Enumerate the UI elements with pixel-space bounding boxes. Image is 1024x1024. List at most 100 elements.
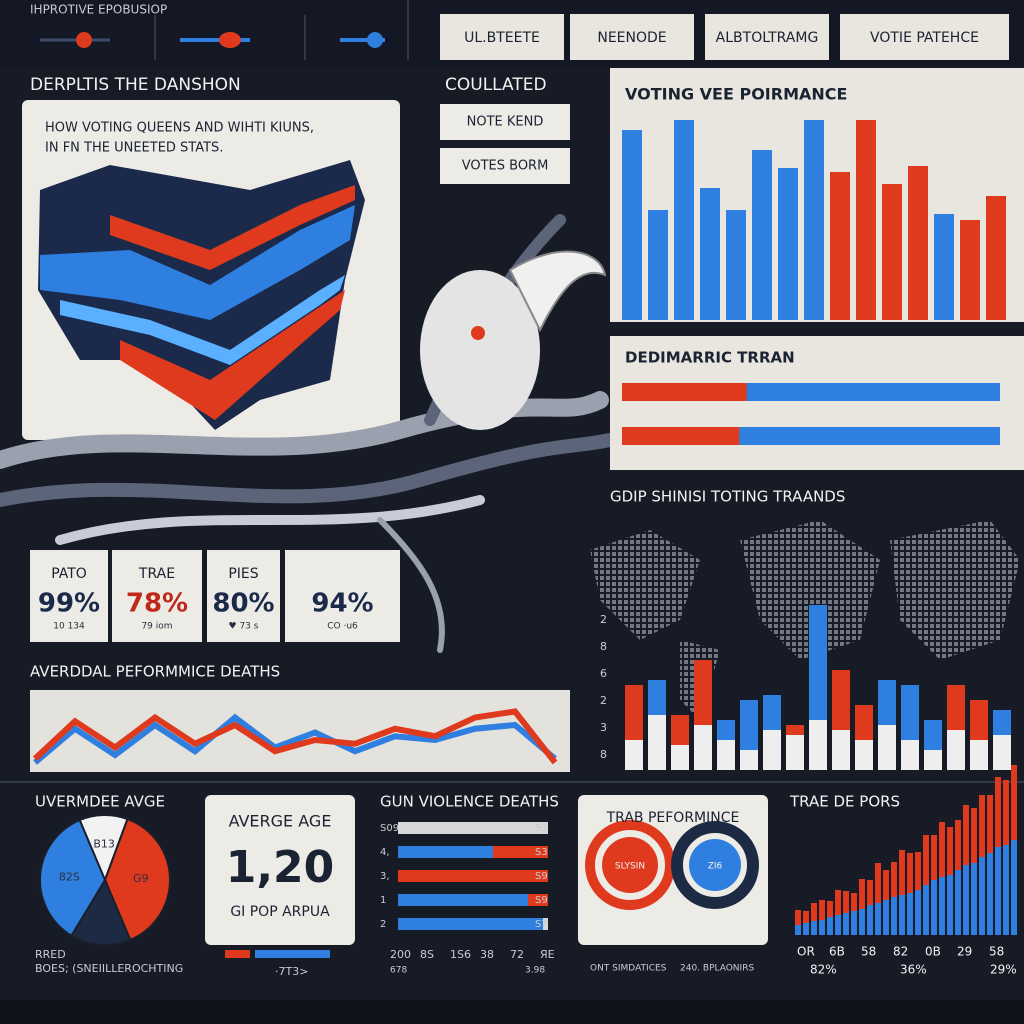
stat-note: CO ·u6 [327,622,358,632]
bar [908,166,928,320]
bar-segment [955,870,961,935]
x-tick-label: OR [797,945,815,959]
bar-segment [971,808,977,863]
bar-segment [795,910,801,925]
bar-segment [835,915,841,935]
bar-segment [809,720,827,770]
x-tick-label: 3.98 [525,966,545,976]
bar-segment [835,890,841,915]
bar-segment [832,730,850,770]
bar-segment [671,715,689,745]
legend-label: BOES; (SNEIILLEROCHTING [35,962,183,975]
card-title: TRAB PEFORMINCE [606,810,740,826]
x-tick-label: 58 [989,945,1004,959]
bar-segment [867,880,873,905]
stat-note: 10 134 [53,622,85,632]
note: ONT SIMDATICES [590,964,667,974]
bar [934,214,954,320]
bar-segment [694,725,712,770]
bar-segment [398,894,528,906]
x-tick-label: 82 [893,945,908,959]
stat-value: 80% [212,589,274,619]
bar-segment [648,715,666,770]
age-card [205,795,355,945]
bar-segment [883,870,889,900]
bar-segment [875,863,881,903]
stat-label: TRAE [138,566,175,582]
bar-segment [987,795,993,853]
bar-segment [891,862,897,897]
stat-value: 94% [311,589,373,619]
bar-segment [939,877,945,935]
bar-segment [907,893,913,935]
bar-segment [694,660,712,725]
row-label: 3, [380,871,390,882]
tab[interactable] [840,14,1009,60]
line [32,708,558,765]
stat-value: 78% [126,589,188,619]
bar-segment [995,777,1001,847]
bar [622,130,642,320]
bar-segment [843,913,849,935]
section-title: COULLATED [445,75,547,95]
x-tick-label: 36% [900,963,927,977]
bar-segment [979,795,985,857]
bar [778,168,798,320]
illustration [0,214,617,653]
card-subtitle: GI POP ARPUA [230,904,330,920]
bar-segment [859,909,865,935]
x-tick-label: 678 [390,966,407,976]
world-map [590,520,1020,720]
line [33,713,557,765]
bar-segment [970,740,988,770]
bar-segment [993,735,1011,770]
x-tick-label: 72 [510,948,524,961]
bar-segment [648,680,666,715]
chart-title: UVERMDEE AVGE [35,793,165,811]
bar [674,120,694,320]
tab[interactable] [570,14,694,60]
chart-title: DEDIMARRIC TRRAN [625,349,795,367]
pie-slice [39,818,107,938]
stat-card [207,550,280,642]
bar [804,120,824,320]
bar-segment [795,925,801,935]
stat-note: ♥ 73 s [229,622,259,632]
x-tick-label: ЯЕ [540,948,555,961]
bar-segment [867,905,873,935]
bar-segment [915,890,921,935]
bar-segment [398,870,548,882]
bar [986,196,1006,320]
end-label: S9 [535,871,548,882]
button-bg [440,104,570,140]
bar-segment [493,846,548,858]
tab[interactable] [440,14,564,60]
button-label: NOTE KEND [467,115,544,130]
bar-segment [907,853,913,893]
tab[interactable] [705,14,829,60]
stat-card [112,550,202,642]
stat-label: PATO [51,566,87,582]
bar [648,210,668,320]
tab-label: ALBTOLTRAMG [716,30,819,46]
chart-title: GUN VIOLENCE DEATHS [380,793,559,811]
caption: IN FN THE UNEETED STATS. [45,141,223,156]
row-label: 2 [380,919,386,930]
bar-segment [809,605,827,720]
bar-segment [786,725,804,735]
bar-segment [963,805,969,865]
bar [622,427,740,445]
stat-note: 79 iom [141,622,172,632]
bar-segment [811,921,817,935]
bar-segment [891,897,897,935]
bar-segment [763,730,781,770]
x-tick-label: 8S [420,948,434,961]
bar-segment [827,917,833,935]
card-title: AVERGE AGE [229,812,332,831]
bar-segment [763,695,781,730]
bar-segment [398,846,493,858]
chart-title: AVERDDAL PEFORMMICE DEATHS [30,663,280,681]
row-label: S0913 [380,823,412,834]
bar-segment [819,920,825,935]
